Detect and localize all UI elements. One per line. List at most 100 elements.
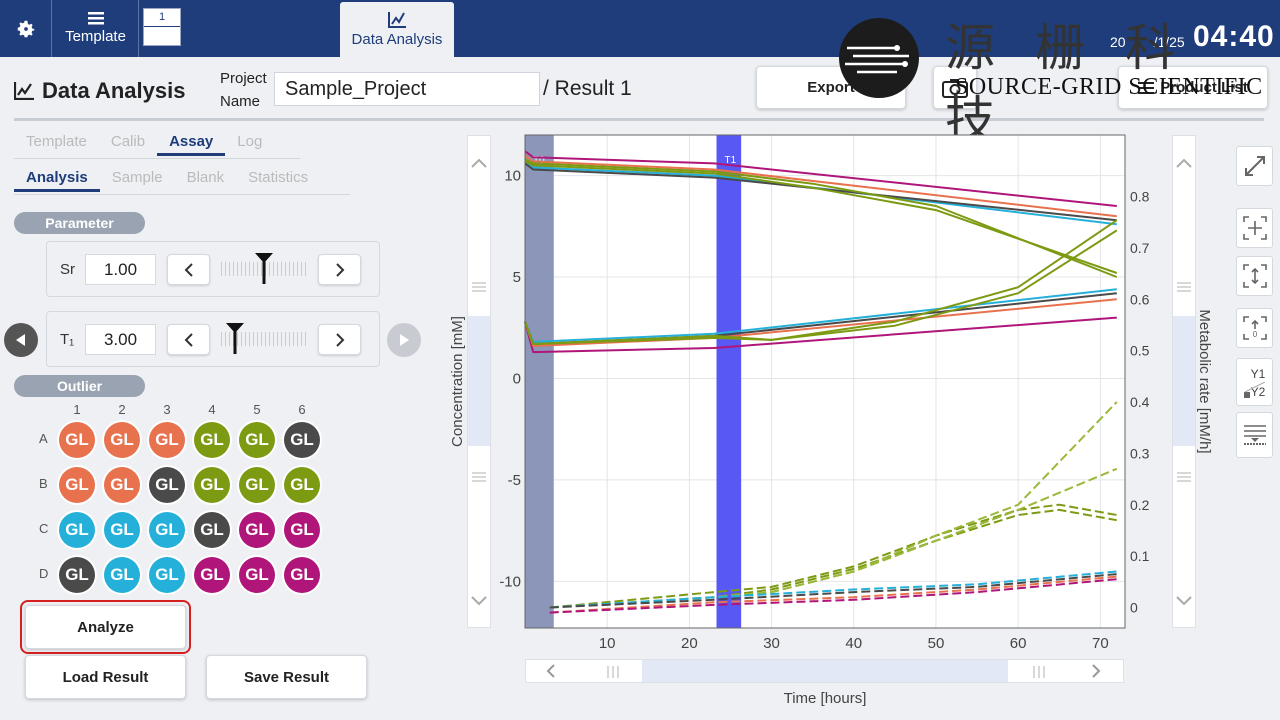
chevron-up-icon [1176, 158, 1192, 168]
well-button[interactable]: GL [194, 467, 230, 503]
time-marker-label: T1 [725, 155, 737, 166]
y2-scrollbar[interactable] [1172, 135, 1196, 628]
tab-calib[interactable]: Calib [110, 133, 146, 150]
sr-increase-button[interactable] [318, 254, 361, 285]
well-button[interactable]: GL [104, 557, 140, 593]
chevron-down-icon [471, 596, 487, 606]
tab-analysis[interactable]: Analysis [14, 166, 100, 192]
chart-icon [14, 82, 34, 100]
project-name-input[interactable] [274, 72, 540, 106]
well-button[interactable]: GL [104, 467, 140, 503]
y2-axis-label: Metabolic rate [mM/h] [1196, 309, 1213, 453]
page-indicator[interactable]: 1 [143, 8, 181, 46]
well-button[interactable]: GL [239, 557, 275, 593]
tab-statistics[interactable]: Statistics [248, 169, 309, 186]
y1-scroll-thumb[interactable] [468, 316, 490, 446]
t1-parameter-row: T₁ 3.00 [46, 311, 380, 367]
expand-icon [1244, 156, 1265, 176]
sr-decrease-button[interactable] [167, 254, 210, 285]
well-button[interactable]: GL [239, 422, 275, 458]
well-button[interactable]: GL [59, 557, 95, 593]
well-button[interactable]: GL [149, 467, 185, 503]
well-button[interactable]: GL [149, 512, 185, 548]
data-analysis-chart[interactable]: T0 T1 10 20 30 40 50 60 701050-5-100.80.70.60.5… [440, 125, 1220, 715]
grid-lines [525, 135, 1125, 628]
well-button[interactable]: GL [284, 557, 320, 593]
column-header: 4 [208, 402, 216, 417]
y2-tick-label: 0.6 [1130, 291, 1150, 307]
t1-slider-track[interactable] [221, 332, 309, 346]
row-header: D [39, 566, 49, 581]
well-button[interactable]: GL [59, 422, 95, 458]
sub-tabs-row1: Template Calib Assay Log [14, 130, 274, 156]
project-name-label: Project Name [220, 67, 267, 113]
expand-button[interactable] [1236, 146, 1273, 186]
sr-slider-thumb[interactable] [254, 252, 274, 286]
time-display: 04:40 [1193, 20, 1275, 53]
t1-increase-button[interactable] [318, 324, 361, 355]
fit-vertical-button[interactable] [1236, 256, 1273, 296]
settings-button[interactable] [0, 0, 52, 57]
y-tick-label: -10 [499, 573, 521, 590]
screenshot-button[interactable] [933, 66, 977, 109]
page-title-text: Data Analysis [42, 78, 186, 103]
y2-tick-label: 0.5 [1130, 343, 1150, 359]
time-marker-band [716, 135, 742, 628]
well-button[interactable]: GL [149, 422, 185, 458]
well-button[interactable]: GL [194, 422, 230, 458]
well-button[interactable]: GL [194, 557, 230, 593]
tab-template[interactable]: Template [53, 0, 139, 57]
well-button[interactable]: GL [239, 512, 275, 548]
fit-vertical-icon [1242, 264, 1267, 288]
y2-scroll-thumb[interactable] [1173, 316, 1195, 446]
well-button[interactable]: GL [59, 512, 95, 548]
tab-sample[interactable]: Sample [111, 169, 163, 186]
fit-zero-icon: 0 [1242, 316, 1267, 340]
t1-value-field[interactable]: 3.00 [85, 324, 156, 355]
t1-slider-thumb[interactable] [225, 322, 245, 356]
y2-tick-label: 0 [1130, 599, 1138, 615]
well-button[interactable]: GL [59, 467, 95, 503]
well-button[interactable]: GL [239, 467, 275, 503]
analyze-button[interactable]: Analyze [25, 605, 186, 649]
x-scrollbar[interactable] [525, 659, 1124, 683]
tab-divider [14, 158, 300, 159]
next-button[interactable] [387, 323, 421, 357]
product-list-button[interactable]: Product List [1118, 66, 1268, 109]
well-button[interactable]: GL [284, 422, 320, 458]
concentration-series-line [524, 158, 1118, 278]
fit-zero-button[interactable]: 0 [1236, 308, 1273, 348]
tab-log[interactable]: Log [237, 133, 263, 150]
sr-value-field[interactable]: 1.00 [85, 254, 156, 285]
plot-border [524, 134, 1126, 629]
header-divider [14, 118, 1264, 121]
tab-assay[interactable]: Assay [157, 130, 226, 156]
well-button[interactable]: GL [104, 422, 140, 458]
x-tick-label: 50 [928, 635, 945, 652]
tab-blank[interactable]: Blank [186, 169, 225, 186]
rate-series-line [549, 575, 1117, 614]
rate-series-line [549, 578, 1117, 614]
fit-all-button[interactable] [1236, 208, 1273, 248]
well-button[interactable]: GL [104, 512, 140, 548]
well-button[interactable]: GL [284, 512, 320, 548]
well-button[interactable]: GL [284, 467, 320, 503]
well-button[interactable]: GL [194, 512, 230, 548]
legend-button[interactable] [1236, 412, 1273, 458]
chevron-left-icon [184, 262, 193, 277]
parameter-section-label: Parameter [14, 212, 145, 234]
save-result-button[interactable]: Save Result [206, 655, 367, 699]
grip-icon [1033, 666, 1045, 678]
y-tick-label: 5 [513, 269, 521, 286]
t1-decrease-button[interactable] [167, 324, 210, 355]
y1-y2-toggle-button[interactable]: Y1 Y2 [1236, 358, 1273, 406]
well-button[interactable]: GL [149, 557, 185, 593]
x-tick-label: 10 [599, 635, 616, 652]
save-result-label: Save Result [243, 668, 330, 686]
previous-button[interactable] [4, 323, 38, 357]
load-result-button[interactable]: Load Result [25, 655, 186, 699]
tab-template-sub[interactable]: Template [26, 133, 87, 150]
x-scroll-thumb[interactable] [642, 660, 1008, 682]
tab-data-analysis[interactable]: Data Analysis [340, 2, 454, 57]
y1-scrollbar[interactable] [467, 135, 491, 628]
